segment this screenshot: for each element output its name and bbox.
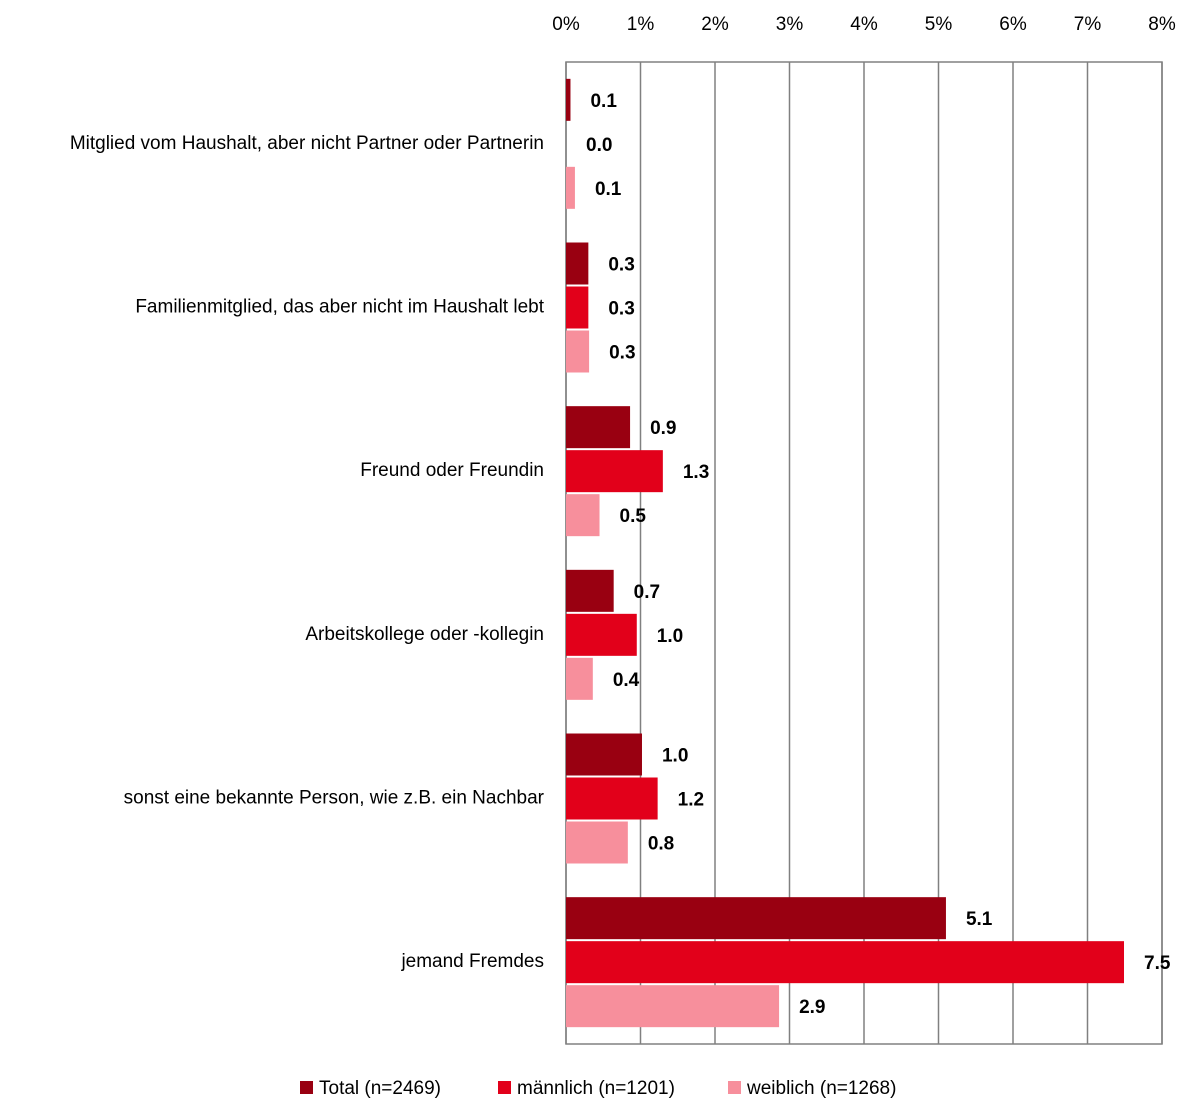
bar xyxy=(566,821,628,864)
value-label: 7.5 xyxy=(1144,953,1171,974)
legend-label: weiblich (n=1268) xyxy=(746,1078,896,1099)
x-tick-label: 1% xyxy=(627,14,655,35)
bar xyxy=(566,494,600,537)
value-label: 0.5 xyxy=(620,506,647,527)
value-label: 0.3 xyxy=(609,343,635,364)
bar xyxy=(566,242,589,285)
value-label: 1.3 xyxy=(683,462,709,483)
bar xyxy=(566,450,663,493)
legend-label: Total (n=2469) xyxy=(319,1078,441,1099)
x-tick-label: 4% xyxy=(850,14,878,35)
value-label: 0.3 xyxy=(608,299,634,320)
value-label: 0.9 xyxy=(650,418,676,439)
y-tick-label: jemand Fremdes xyxy=(400,951,544,972)
legend-swatch xyxy=(498,1081,511,1094)
y-tick-label: Familienmitglied, das aber nicht im Haus… xyxy=(135,297,544,318)
y-tick-label: Arbeitskollege oder -kollegin xyxy=(305,624,544,645)
x-tick-label: 7% xyxy=(1074,14,1102,35)
value-label: 2.9 xyxy=(799,997,825,1018)
value-label: 0.7 xyxy=(634,582,660,603)
value-label: 1.0 xyxy=(657,626,683,647)
bar xyxy=(566,657,593,700)
x-tick-label: 3% xyxy=(776,14,804,35)
value-label: 0.4 xyxy=(613,670,640,691)
bar xyxy=(566,78,571,121)
bar xyxy=(566,733,642,776)
bar xyxy=(566,985,780,1028)
bar xyxy=(566,166,575,209)
x-tick-label: 6% xyxy=(999,14,1027,35)
value-label: 1.0 xyxy=(662,746,688,767)
value-label: 5.1 xyxy=(966,909,993,930)
bar xyxy=(566,897,946,940)
legend-swatch xyxy=(300,1081,313,1094)
legend-swatch xyxy=(728,1081,741,1094)
x-tick-label: 5% xyxy=(925,14,953,35)
x-tick-label: 8% xyxy=(1148,14,1176,35)
value-label: 0.1 xyxy=(590,91,617,112)
bar xyxy=(566,569,614,612)
bar xyxy=(566,406,631,449)
bar xyxy=(566,330,590,373)
x-tick-label: 0% xyxy=(552,14,580,35)
value-label: 0.3 xyxy=(608,255,634,276)
value-label: 0.0 xyxy=(586,135,612,156)
y-tick-label: Freund oder Freundin xyxy=(360,460,544,481)
value-label: 1.2 xyxy=(678,790,704,811)
bar xyxy=(566,286,589,329)
y-tick-label: sonst eine bekannte Person, wie z.B. ein… xyxy=(124,788,545,809)
bar xyxy=(566,613,637,656)
legend-label: männlich (n=1201) xyxy=(517,1078,675,1099)
y-tick-label: Mitglied vom Haushalt, aber nicht Partne… xyxy=(70,133,544,154)
x-tick-label: 2% xyxy=(701,14,729,35)
bar xyxy=(566,777,658,820)
value-label: 0.8 xyxy=(648,834,674,855)
bar xyxy=(566,941,1125,984)
value-label: 0.1 xyxy=(595,179,622,200)
